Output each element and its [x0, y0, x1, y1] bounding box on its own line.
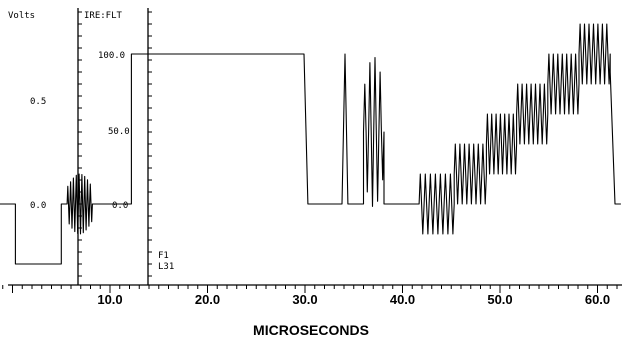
- line-annotation: L31: [158, 262, 174, 272]
- volts-tick-label-0.5: 0.5: [30, 97, 46, 107]
- x-tick-label: 40.0: [390, 292, 415, 307]
- waveform-line: [0, 23, 621, 265]
- x-tick-label: 20.0: [195, 292, 220, 307]
- ire-tick-label-50: 50.0: [108, 127, 130, 137]
- x-tick-label: 50.0: [487, 292, 512, 307]
- volts-scale-label: Volts: [8, 11, 35, 21]
- waveform-trace: [0, 23, 621, 265]
- ire-tick-label-100: 100.0: [98, 51, 125, 61]
- x-tick-label: 60.0: [585, 292, 610, 307]
- volts-tick-label-0.0: 0.0: [30, 201, 46, 211]
- axis-minor-ticks: [2, 11, 618, 293]
- ire-scale-label: IRE:FLT: [84, 11, 123, 21]
- ire-tick-label-0: 0.0: [112, 201, 128, 211]
- x-tick-labels: 10.0 20.0 30.0 40.0 50.0 60.0: [97, 292, 610, 307]
- x-axis-title: MICROSECONDS: [253, 322, 369, 338]
- field-annotation: F1: [158, 251, 169, 261]
- chart-frame: [8, 8, 622, 286]
- x-tick-label: 30.0: [292, 292, 317, 307]
- x-tick-label: 10.0: [97, 292, 122, 307]
